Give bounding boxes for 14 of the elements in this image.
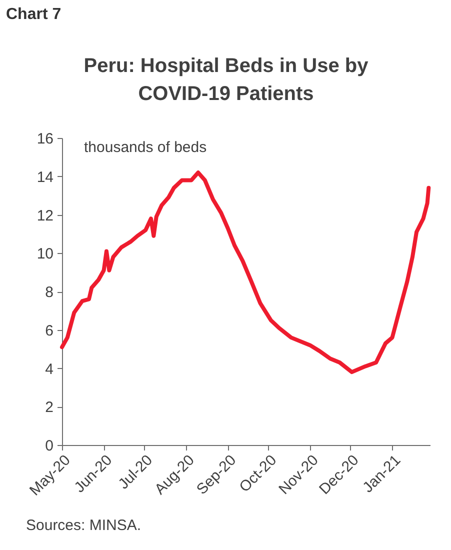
caption: Chart 7 [6, 6, 62, 23]
y-tick-label: 2 [45, 399, 54, 416]
y-axis-title: thousands of beds [84, 139, 207, 156]
y-tick-label: 6 [45, 322, 54, 340]
line-series [60, 170, 431, 374]
y-tick-label: 8 [45, 284, 54, 301]
y-tick-label: 16 [36, 130, 54, 148]
source-note: Sources: MINSA. [26, 517, 142, 534]
chart-title: Peru: Hospital Beds in Use by COVID-19 Patients [84, 55, 370, 105]
y-tick-label: 4 [45, 360, 54, 378]
y-tick-label: 12 [36, 207, 54, 224]
y-tick-label: 0 [45, 438, 54, 454]
y-tick-label: 10 [36, 246, 54, 263]
y-tick-label: 14 [36, 168, 54, 186]
